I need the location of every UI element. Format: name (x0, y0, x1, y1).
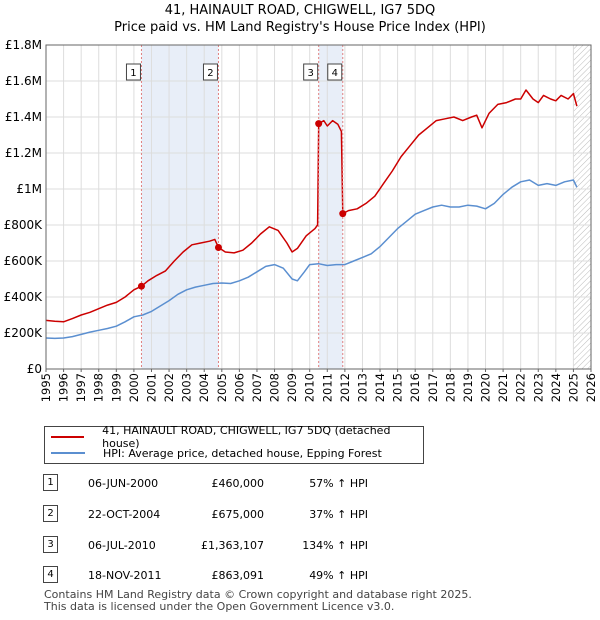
x-tick-label: 2025 (566, 373, 580, 402)
transaction-date: 06-JUL-2010 (88, 539, 156, 552)
x-tick-label: 2018 (443, 373, 457, 402)
transaction-hpi: 37% ↑ HPI (309, 508, 368, 521)
y-tick-label: £1.6M (5, 74, 42, 88)
footer-licence: This data is licensed under the Open Gov… (44, 600, 395, 613)
sale-label-box (202, 63, 218, 81)
transaction-hpi: 49% ↑ HPI (309, 569, 368, 582)
x-tick-label: 2002 (162, 373, 176, 402)
x-tick-label: 2024 (549, 373, 563, 402)
x-tick-label: 1998 (92, 373, 106, 402)
x-tick-label: 2011 (320, 373, 334, 402)
x-tick-label: 2021 (496, 373, 510, 402)
sale-point (339, 210, 347, 218)
y-tick-label: £600K (4, 254, 44, 268)
x-tick-label: 2001 (144, 373, 158, 402)
x-tick-label: 1996 (57, 373, 71, 402)
sale-label: 2 (207, 68, 213, 79)
x-tick-label: 2016 (408, 373, 422, 402)
chart-subtitle: Price paid vs. HM Land Registry's House … (114, 20, 486, 35)
x-tick-label: 1999 (109, 373, 123, 402)
y-tick-label: £1.2M (5, 146, 42, 160)
transaction-hpi: 134% ↑ HPI (302, 539, 368, 552)
x-tick-label: 2008 (268, 373, 282, 402)
sale-label-box (303, 63, 319, 81)
transaction-number: 2 (43, 505, 58, 522)
x-tick-label: 2022 (514, 373, 528, 402)
ownership-shade (318, 45, 343, 369)
x-tick-label: 2003 (180, 373, 194, 402)
legend-item-property: 41, HAINAULT ROAD, CHIGWELL, IG7 5DQ (de… (51, 424, 423, 450)
x-tick-label: 2007 (250, 373, 264, 402)
y-tick-label: £1.4M (5, 110, 42, 124)
transaction-number: 4 (43, 566, 58, 583)
transaction-row: 2 22-OCT-2004 £675,000 37% ↑ HPI (0, 505, 600, 527)
x-tick-label: 2000 (127, 373, 141, 402)
transaction-date: 22-OCT-2004 (88, 508, 161, 521)
x-tick-label: 2019 (461, 373, 475, 402)
legend-item-hpi: HPI: Average price, detached house, Eppi… (51, 446, 382, 460)
footer-copyright: Contains HM Land Registry data © Crown c… (44, 588, 472, 601)
transaction-date: 06-JUN-2000 (88, 477, 159, 490)
property-price-line (45, 89, 578, 323)
x-tick-label: 1997 (74, 373, 88, 402)
x-tick-label: 2014 (373, 373, 387, 402)
y-tick-label: £1.8M (5, 38, 42, 52)
transaction-price: £675,000 (211, 508, 265, 521)
y-tick-label: £400K (4, 290, 44, 304)
x-tick-label: 2023 (531, 373, 545, 402)
transaction-row: 4 18-NOV-2011 £863,091 49% ↑ HPI (0, 566, 600, 588)
sale-label: 3 (307, 68, 313, 79)
transaction-date: 18-NOV-2011 (88, 569, 162, 582)
sale-label: 1 (130, 68, 136, 79)
x-tick-label: 2005 (215, 373, 229, 402)
transaction-price: £1,363,107 (201, 539, 264, 552)
x-tick-label: 2012 (338, 373, 352, 402)
sale-point (214, 244, 222, 251)
transaction-row: 3 06-JUL-2010 £1,363,107 134% ↑ HPI (0, 536, 600, 558)
legend-label-property: 41, HAINAULT ROAD, CHIGWELL, IG7 5DQ (de… (102, 424, 391, 450)
legend-swatch-hpi (51, 452, 85, 454)
sale-point (137, 282, 145, 290)
y-tick-label: £1M (16, 182, 42, 196)
hpi-line (45, 179, 578, 340)
x-tick-label: 2009 (285, 373, 299, 402)
ownership-shade (141, 45, 219, 369)
x-tick-label: 2015 (391, 373, 405, 402)
plot-frame (45, 44, 592, 370)
x-tick-label: 2004 (197, 373, 211, 402)
y-tick-label: £200K (4, 326, 44, 340)
sale-label-box (125, 63, 141, 81)
price-chart: 1 2 3 4 £0 £200K £400K £600K £800K £1M £1.2M £1.4M… (4, 38, 598, 402)
x-tick-label: 2010 (303, 373, 317, 402)
chart-title: 41, HAINAULT ROAD, CHIGWELL, IG7 5DQ (164, 3, 436, 18)
transaction-hpi: 57% ↑ HPI (309, 477, 368, 490)
transaction-price: £460,000 (211, 477, 265, 490)
x-tick-label: 2026 (584, 373, 598, 402)
x-tick-label: 1995 (39, 373, 53, 402)
transaction-number: 1 (43, 474, 58, 491)
legend: 41, HAINAULT ROAD, CHIGWELL, IG7 5DQ (de… (44, 424, 424, 464)
x-tick-label: 2013 (355, 373, 369, 402)
y-tick-label: £0 (27, 362, 42, 376)
transaction-row: 1 06-JUN-2000 £460,000 57% ↑ HPI (0, 474, 600, 496)
transaction-price: £863,091 (211, 569, 265, 582)
x-tick-label: 2020 (479, 373, 493, 402)
y-tick-label: £800K (4, 218, 44, 232)
sale-label: 4 (332, 68, 338, 79)
x-tick-label: 2006 (232, 373, 246, 402)
future-hatch (573, 45, 591, 369)
sale-label-box (327, 63, 343, 81)
legend-label-hpi: HPI: Average price, detached house, Eppi… (103, 446, 382, 460)
x-tick-label: 2017 (426, 373, 440, 402)
transaction-number: 3 (43, 536, 58, 553)
sale-point (315, 120, 323, 128)
legend-swatch-property (51, 436, 85, 438)
